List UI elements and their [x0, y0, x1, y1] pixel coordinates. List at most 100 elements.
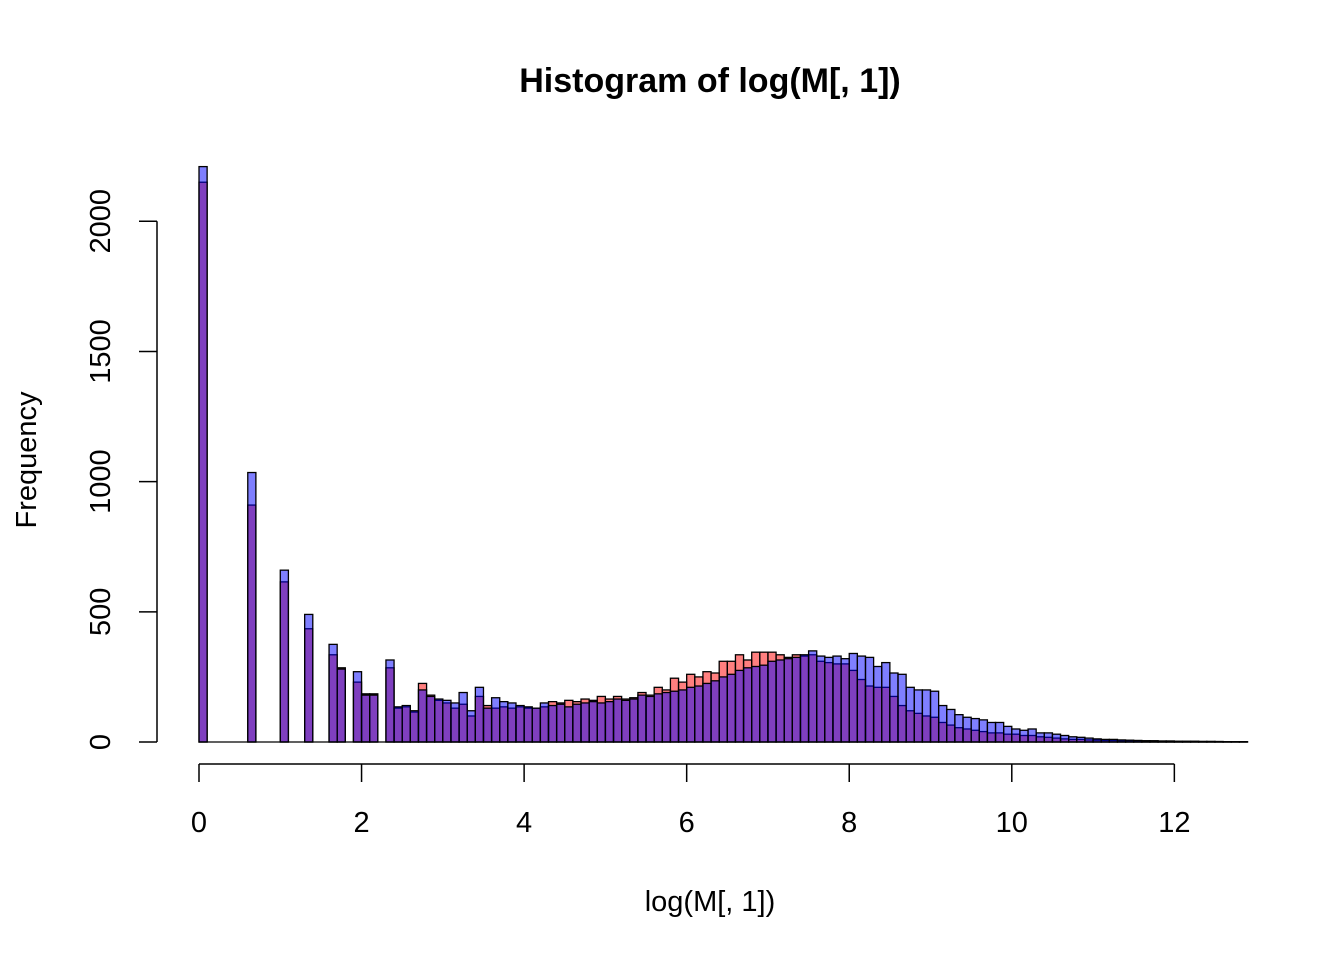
histogram-bar-s1-31 [565, 707, 573, 742]
histogram-bar-s1-32 [573, 704, 581, 742]
histogram-bar-s1-69 [874, 666, 882, 742]
histogram-bar-s1-43 [662, 693, 670, 742]
histogram-bar-s1-62 [817, 656, 825, 742]
histogram-bar-s1-75 [922, 690, 930, 742]
histogram-bar-s1-64 [833, 656, 841, 742]
histogram-bar-s1-65 [841, 659, 849, 742]
histogram-bar-s1-89 [1036, 733, 1044, 742]
y-tick-label-1: 500 [85, 588, 117, 636]
histogram-bar-s1-54 [752, 666, 760, 742]
histogram-bar-s1-72 [898, 674, 906, 742]
x-axis-label: log(M[, 1]) [645, 886, 776, 918]
y-tick-label-4: 2000 [85, 189, 117, 254]
histogram-bar-s1-73 [906, 687, 914, 742]
histogram-bar-s1-80 [963, 717, 971, 742]
histogram-bar-s1-1 [248, 473, 256, 742]
histogram-bar-s1-49 [711, 681, 719, 742]
histogram-bar-s1-14 [427, 696, 435, 742]
chart-title: Histogram of log(M[, 1]) [519, 62, 901, 100]
x-tick-label-6: 12 [1158, 807, 1190, 839]
histogram-bar-s1-39 [630, 699, 638, 742]
histogram-bar-s1-22 [492, 698, 500, 742]
histogram-bar-s1-15 [435, 699, 443, 742]
histogram-bar-s1-70 [882, 663, 890, 742]
histogram-bar-s1-28 [540, 703, 548, 742]
histogram-bar-s1-16 [443, 700, 451, 742]
histogram-bar-s1-0 [199, 167, 207, 742]
y-axis-label: Frequency [11, 391, 43, 529]
histogram-bar-s1-93 [1069, 737, 1077, 742]
x-tick-label-0: 0 [191, 807, 207, 839]
histogram-bar-s1-57 [776, 660, 784, 742]
histogram-bar-s1-9 [386, 660, 394, 742]
histogram-bar-s1-8 [370, 695, 378, 742]
histogram-bar-s1-59 [792, 657, 800, 742]
y-tick-label-3: 1500 [85, 319, 117, 384]
histogram-bar-s1-38 [622, 700, 630, 742]
histogram-bar-s1-33 [581, 703, 589, 742]
histogram-bar-s1-40 [638, 695, 646, 742]
histogram-bar-s1-61 [809, 651, 817, 742]
histogram-bar-s1-84 [996, 722, 1004, 742]
histogram-bar-s1-94 [1077, 737, 1085, 742]
histogram-bar-s1-68 [865, 657, 873, 742]
histogram-bar-s1-6 [353, 672, 361, 742]
histogram-bar-s1-78 [947, 709, 955, 742]
histogram-bar-s1-4 [329, 644, 337, 742]
histogram-bar-s1-45 [679, 690, 687, 742]
histogram-bar-s1-10 [394, 707, 402, 742]
histogram-bar-s1-56 [768, 661, 776, 742]
histogram-bar-s1-5 [337, 669, 345, 742]
histogram-bar-s1-86 [1012, 729, 1020, 742]
histogram-bar-s1-21 [483, 708, 491, 742]
histogram-bar-s1-76 [931, 691, 939, 742]
x-tick-label-3: 6 [679, 807, 695, 839]
histogram-bar-s1-30 [557, 704, 565, 742]
histogram-bar-s1-81 [971, 719, 979, 742]
histogram-bar-s1-92 [1061, 735, 1069, 742]
histogram-bar-s1-19 [467, 711, 475, 742]
y-tick-label-2: 1000 [85, 449, 117, 514]
histogram-bar-s1-48 [703, 683, 711, 742]
x-tick-label-4: 8 [841, 807, 857, 839]
histogram-bar-s1-2 [280, 570, 288, 742]
histogram-bar-s1-41 [646, 696, 654, 742]
histogram-bar-s1-3 [305, 614, 313, 742]
histogram-bar-s1-17 [451, 703, 459, 742]
histogram-bar-s1-66 [849, 653, 857, 742]
histogram-bar-s1-11 [402, 706, 410, 742]
histogram-bar-s1-90 [1044, 733, 1052, 742]
x-tick-label-5: 10 [996, 807, 1028, 839]
histogram-bar-s1-55 [760, 665, 768, 742]
histogram-bar-s1-71 [890, 673, 898, 742]
histogram-bar-s1-47 [695, 686, 703, 742]
histogram-bar-s1-27 [532, 708, 540, 742]
histogram-bar-s1-50 [719, 677, 727, 742]
histogram-bar-s1-35 [597, 703, 605, 742]
histogram-bar-s1-26 [524, 707, 532, 742]
histogram-bar-s1-46 [687, 687, 695, 742]
histogram-bar-s1-87 [1020, 730, 1028, 742]
histogram-bar-s1-83 [987, 722, 995, 742]
histogram-bar-s1-77 [939, 706, 947, 742]
histogram-bar-s1-25 [516, 706, 524, 742]
histogram-bar-s1-82 [979, 720, 987, 742]
histogram-bar-s1-63 [825, 657, 833, 742]
histogram-bar-s1-60 [800, 655, 808, 742]
bars-layer [199, 167, 1248, 742]
histogram-bar-s1-52 [735, 670, 743, 742]
histogram-bar-s1-79 [955, 715, 963, 742]
x-tick-label-1: 2 [353, 807, 369, 839]
histogram-bar-s1-36 [605, 702, 613, 742]
histogram-bar-s1-23 [500, 702, 508, 742]
histogram-bar-s1-74 [914, 690, 922, 742]
histogram-bar-s1-24 [508, 703, 516, 742]
histogram-bar-s1-34 [589, 702, 597, 742]
histogram-bar-s1-91 [1052, 734, 1060, 742]
x-tick-label-2: 4 [516, 807, 532, 839]
histogram-bar-s1-13 [418, 690, 426, 742]
histogram-bar-s1-44 [670, 691, 678, 742]
histogram-bar-s1-20 [475, 687, 483, 742]
